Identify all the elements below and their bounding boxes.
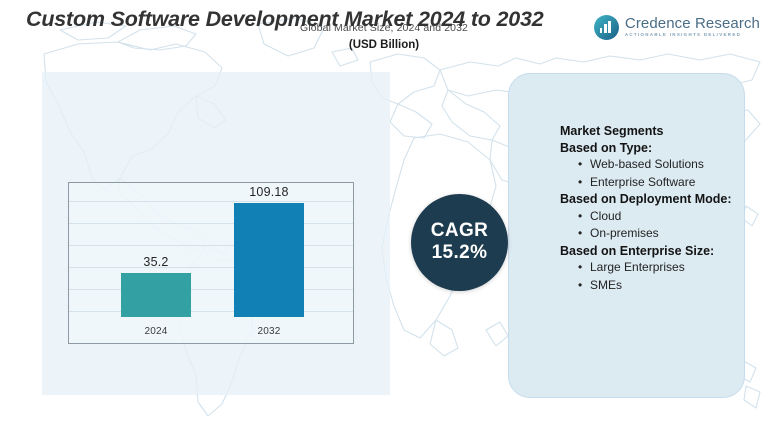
- bar-rect-2024: [121, 273, 191, 317]
- page-title: Custom Software Development Market 2024 …: [26, 7, 544, 31]
- brand-tagline: Actionable Insights Delivered: [624, 32, 742, 38]
- chart-title: Global Market Size, 2024 and 2032: [300, 22, 468, 34]
- list-item: Cloud: [578, 208, 742, 226]
- chart-caption: Global Market Size, 2024 and 2032 (USD B…: [0, 22, 768, 51]
- gridline: [69, 201, 353, 202]
- bar-group-2024: 35.2: [121, 255, 191, 317]
- list-item: SMEs: [578, 277, 742, 295]
- plot-area: 35.2 109.18: [69, 183, 353, 317]
- x-tick-2032: 2032: [257, 326, 281, 337]
- chart-bars-circle-icon: [593, 14, 619, 40]
- bar-value-label: 35.2: [143, 255, 169, 269]
- segment-group-title-type: Based on Type:: [560, 140, 653, 155]
- segment-list-type: Web-based Solutions Enterprise Software: [562, 156, 742, 191]
- chart-subtitle: (USD Billion): [348, 39, 420, 51]
- brand-name: Credence Research: [624, 15, 760, 33]
- cagr-badge: CAGR 15.2%: [411, 194, 508, 291]
- segment-list-deployment-mode: Cloud On-premises: [562, 208, 742, 243]
- segment-group-title-enterprise-size: Based on Enterprise Size:: [560, 243, 715, 258]
- cagr-value: 15.2%: [431, 241, 488, 263]
- segment-list-enterprise-size: Large Enterprises SMEs: [562, 259, 742, 294]
- list-item: Large Enterprises: [578, 259, 742, 277]
- cagr-label: CAGR: [430, 219, 489, 241]
- bar-group-2032: 109.18: [234, 185, 304, 317]
- bar-rect-2032: [234, 203, 304, 317]
- list-item: Web-based Solutions: [578, 156, 742, 174]
- segments-heading: Market Segments: [560, 124, 664, 138]
- list-item: On-premises: [578, 225, 742, 243]
- x-tick-2024: 2024: [144, 326, 168, 337]
- bar-value-label: 109.18: [249, 185, 289, 199]
- segment-group-title-deployment-mode: Based on Deployment Mode:: [560, 192, 732, 206]
- brand-logo: Credence Research Actionable Insights De…: [593, 10, 760, 44]
- market-segments: Market Segments Based on Type: Web-based…: [560, 123, 742, 294]
- gridline: [69, 223, 353, 224]
- bar-chart: 35.2 109.18 2024 2032: [68, 182, 354, 344]
- list-item: Enterprise Software: [578, 174, 742, 192]
